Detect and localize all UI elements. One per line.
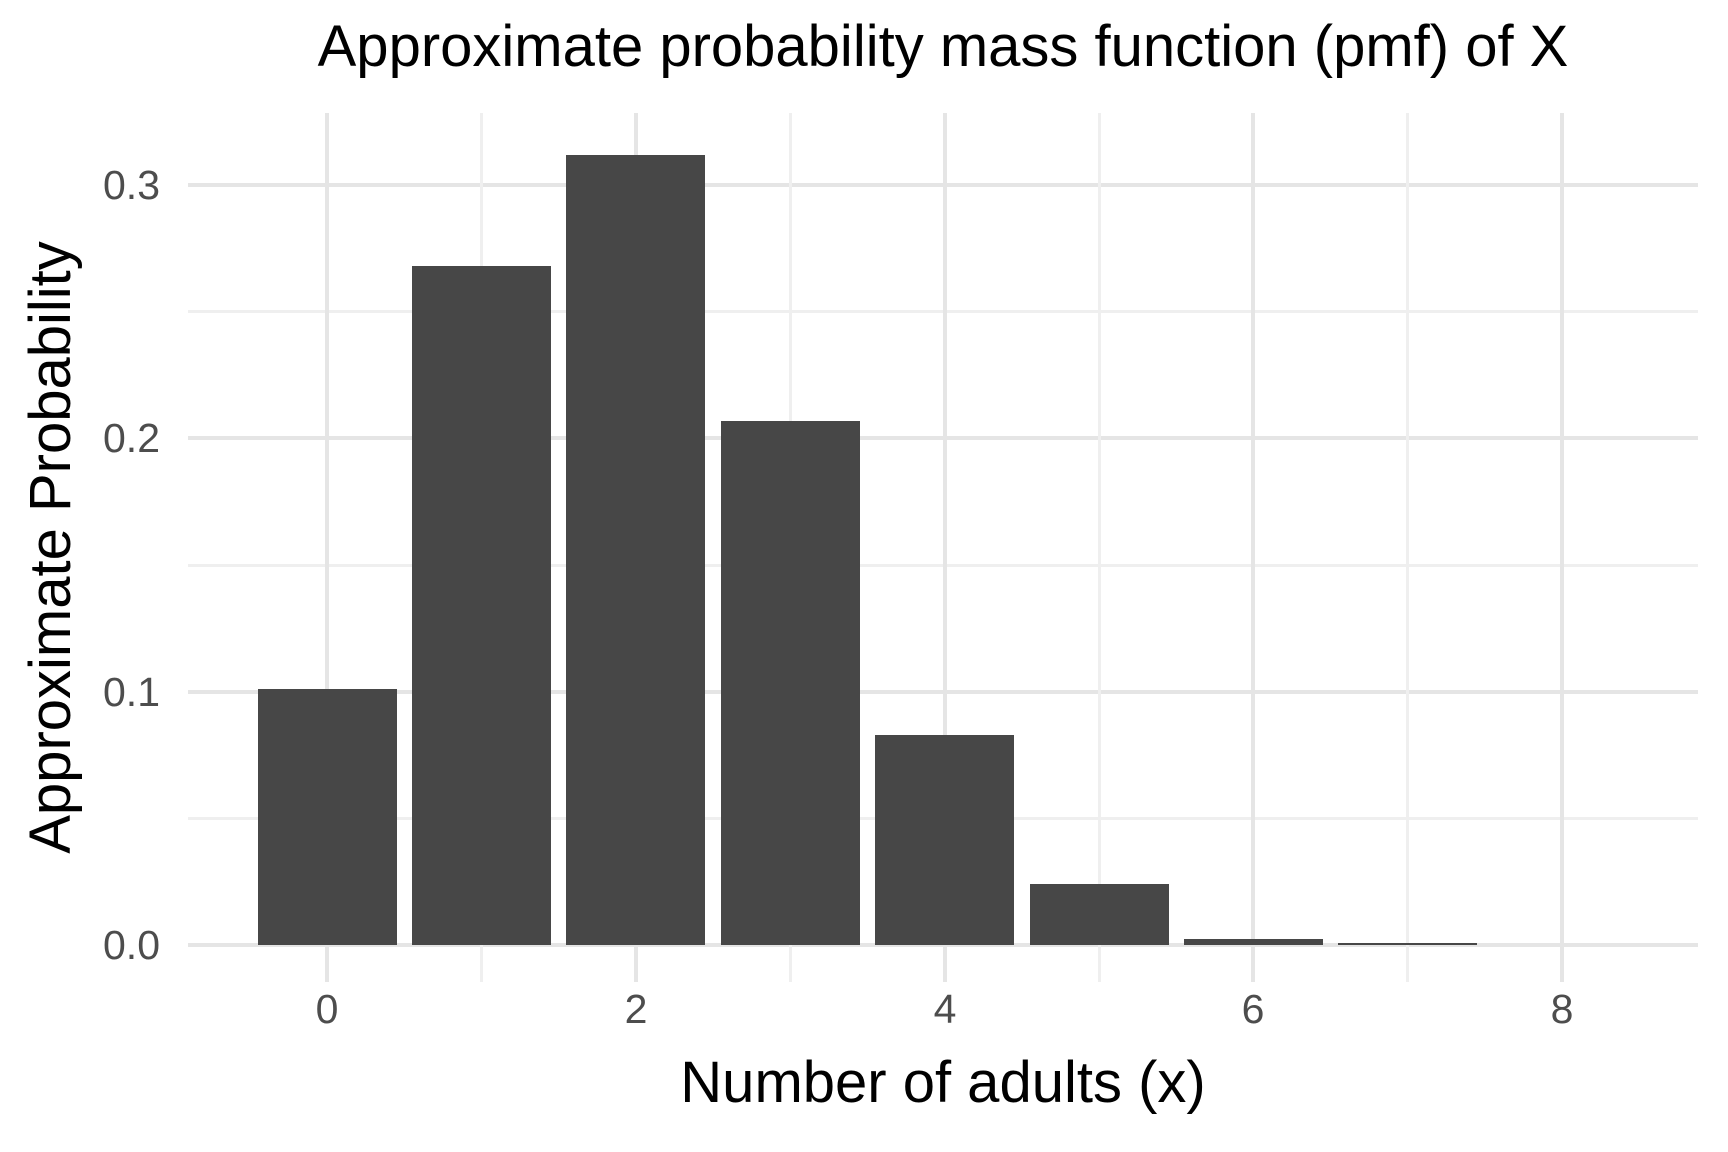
x-tick-label: 0: [315, 986, 339, 1032]
x-major-gridline: [1251, 113, 1255, 982]
bar: [412, 266, 551, 945]
y-tick-label: 0.3: [103, 162, 160, 208]
x-major-gridline: [943, 113, 947, 982]
y-axis-title-text: Approximate Probability: [17, 241, 83, 854]
bar: [875, 735, 1014, 945]
bar: [258, 689, 397, 945]
x-major-gridline: [1560, 113, 1564, 982]
plot-panel: [188, 113, 1698, 982]
x-tick-label: 6: [1241, 986, 1265, 1032]
bar: [1184, 939, 1323, 945]
y-axis-title: Approximate Probability: [8, 113, 92, 982]
x-major-gridline: [325, 113, 329, 982]
bar: [1338, 943, 1477, 945]
x-minor-gridline: [1098, 113, 1101, 982]
chart-title: Approximate probability mass function (p…: [317, 14, 1569, 79]
bar: [566, 155, 705, 945]
x-tick-label: 2: [624, 986, 648, 1032]
bar: [1030, 884, 1169, 945]
x-minor-gridline: [1406, 113, 1409, 982]
x-tick-label: 8: [1550, 986, 1574, 1032]
y-tick-label: 0.2: [103, 415, 160, 461]
x-axis-title: Number of adults (x): [680, 1050, 1206, 1115]
y-tick-label: 0.0: [103, 922, 160, 968]
bar: [721, 421, 860, 945]
x-tick-label: 4: [933, 986, 957, 1032]
y-tick-label: 0.1: [103, 669, 160, 715]
